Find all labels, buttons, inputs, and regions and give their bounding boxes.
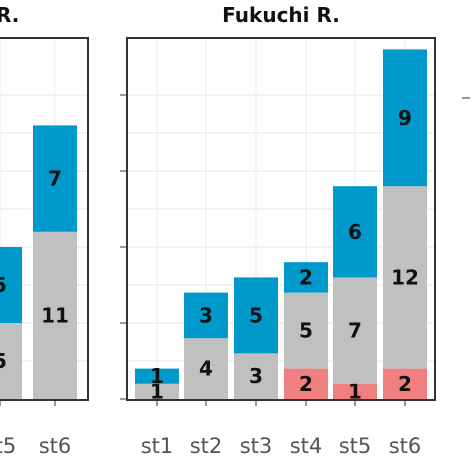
bar-segment <box>284 292 328 369</box>
fukuchi-panel-title: Fukuchi R. <box>222 3 340 27</box>
bar-segment-label: 7 <box>48 167 62 191</box>
bar-segment-label: 11 <box>41 303 69 327</box>
x-tick-label: st1 <box>141 434 174 458</box>
x-tick-label: st3 <box>240 434 273 458</box>
bar-segment-label: 5 <box>249 303 263 327</box>
left-panel-title: R. <box>0 3 19 27</box>
bar-segment <box>135 383 179 399</box>
bar-segment-label: 5 <box>0 273 7 297</box>
bar-segment <box>0 323 22 399</box>
bar-segment <box>383 49 427 187</box>
bar-segment <box>333 186 377 278</box>
bar-segment <box>383 186 427 369</box>
left-panel: 5 5 11 7 st5 st6 R. <box>0 3 89 458</box>
bar-segment <box>234 277 278 354</box>
bar-segment-label: 2 <box>398 372 412 396</box>
bar-segment-label: 5 <box>0 349 7 373</box>
bar-segment-label: 9 <box>398 106 412 130</box>
x-tick-label: st5 <box>0 434 16 458</box>
bar-segment-label: 6 <box>348 220 362 244</box>
bar-segment <box>284 262 328 293</box>
bar-segment-label: 7 <box>348 319 362 343</box>
x-tick-label: st2 <box>190 434 223 458</box>
bar-segment-label: 5 <box>299 319 313 343</box>
x-tick-label: st6 <box>389 434 422 458</box>
left-panel-ticks: st5 st6 <box>0 400 71 458</box>
left-panel-bars: 5 5 11 7 <box>0 125 77 399</box>
bar-segment-label: 1 <box>150 379 164 403</box>
bar-segment <box>184 292 228 339</box>
x-tick-label: st6 <box>39 434 72 458</box>
bar-segment-label: 1 <box>348 379 362 403</box>
bar-segment-label: 2 <box>299 265 313 289</box>
bar-segment <box>184 338 228 399</box>
bar-segment-label: 1 <box>150 364 164 388</box>
bar-segment <box>0 247 22 323</box>
fukuchi-panel-y-ticks <box>120 94 126 400</box>
bar-segment <box>234 353 278 399</box>
bar-segment <box>333 277 377 384</box>
bar-segment <box>333 383 377 399</box>
bar-segment-label: 4 <box>199 357 213 381</box>
bar-segment <box>33 231 77 399</box>
bar-segment-label: 2 <box>299 372 313 396</box>
bar-segment <box>383 368 427 399</box>
bar-segment <box>33 125 77 232</box>
x-tick-label: st4 <box>290 434 323 458</box>
bar-segment-label: 12 <box>391 265 419 289</box>
x-tick-label: st5 <box>339 434 372 458</box>
fukuchi-panel-ticks: st1 st2 st3 st4 st5 st6 <box>141 400 422 458</box>
bar-segment <box>135 368 179 384</box>
bar-segment-label: 3 <box>199 303 213 327</box>
bar-segment-label: 3 <box>249 364 263 388</box>
bar-segment <box>284 368 328 399</box>
